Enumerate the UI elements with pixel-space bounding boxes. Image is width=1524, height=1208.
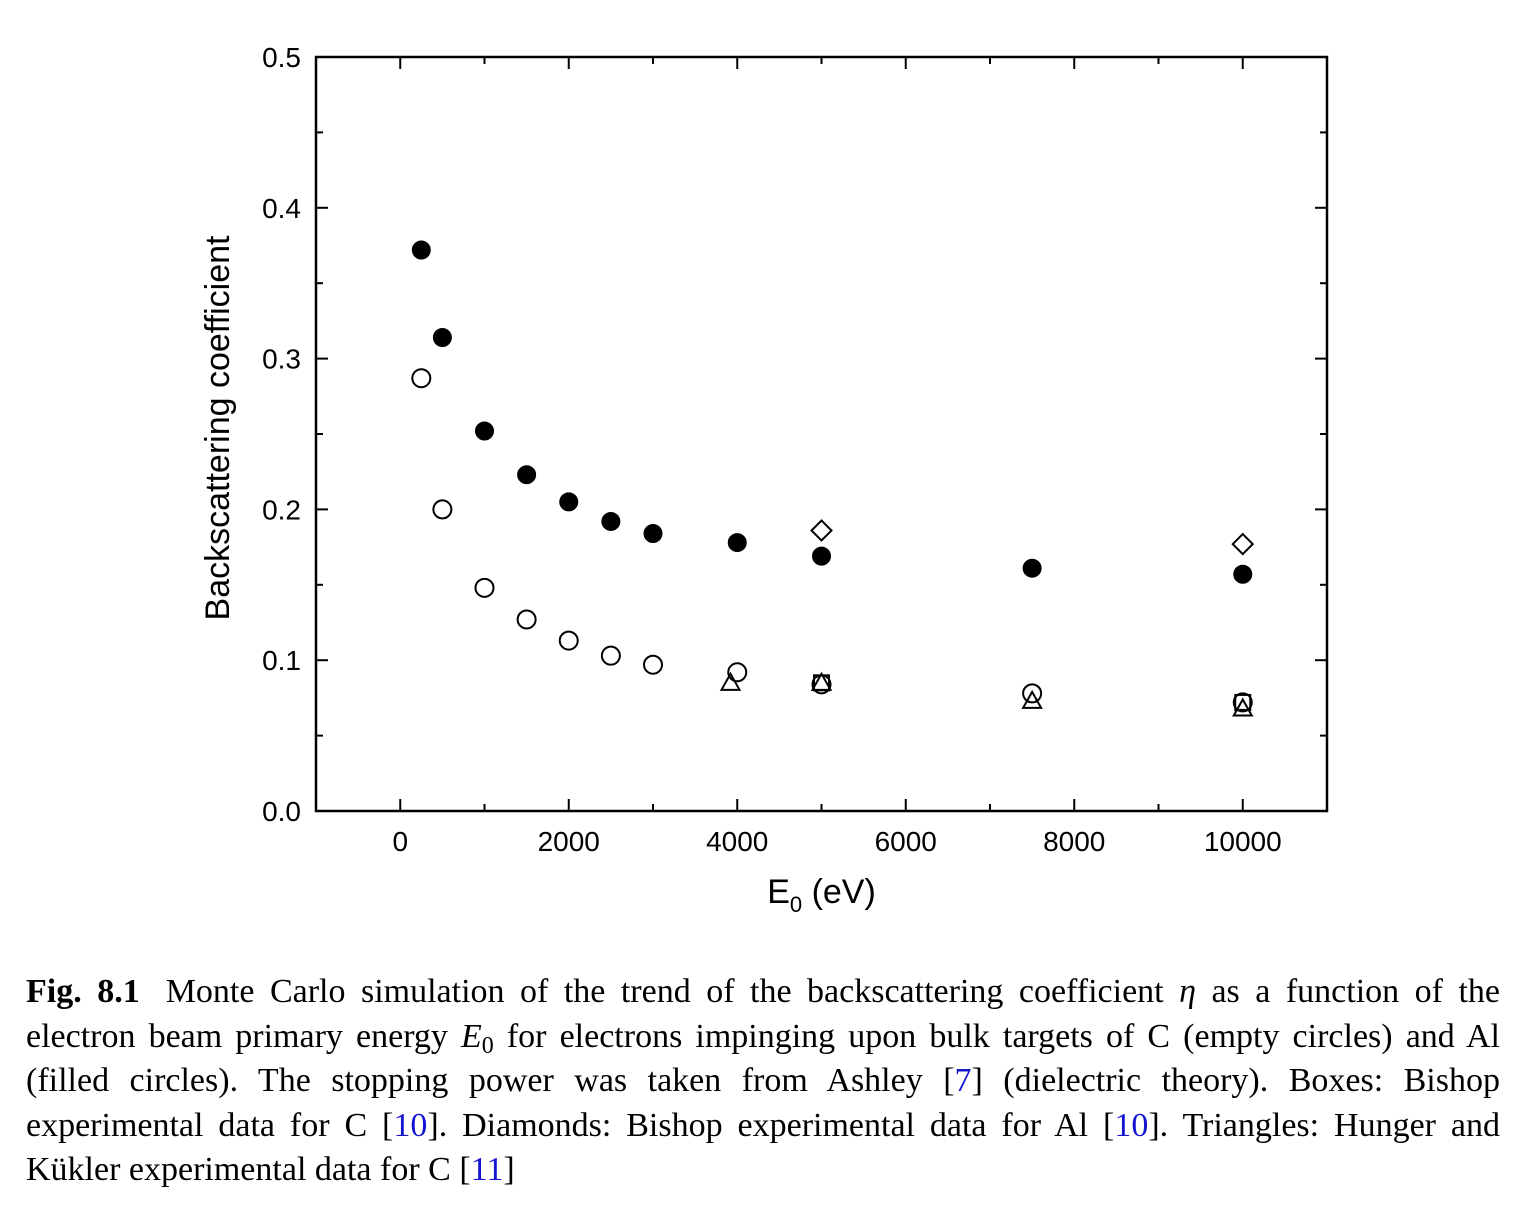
series-open-circle	[411, 368, 1253, 713]
energy-symbol: E	[460, 1017, 482, 1055]
reference-link-7[interactable]: 7	[954, 1062, 972, 1099]
caption-text: ]	[503, 1151, 515, 1188]
data-point	[719, 671, 742, 691]
x-axis-label: E0 (eV)	[767, 873, 876, 917]
caption-text: ]. Triangles: Hunger and Kükler experime…	[26, 1106, 1500, 1189]
data-point	[600, 645, 621, 666]
y-tick-label: 0.2	[262, 494, 301, 525]
caption-text: ]. Diamonds: Bishop experimental data fo…	[427, 1106, 1115, 1144]
data-point	[810, 671, 833, 691]
x-tick-label: 10000	[1204, 826, 1282, 857]
data-point	[1233, 564, 1253, 584]
data-point	[727, 533, 747, 553]
series-open-diamond	[810, 519, 1255, 556]
reference-link-10[interactable]: 10	[1114, 1106, 1149, 1144]
x-tick-label: 6000	[875, 826, 937, 857]
data-point	[1021, 689, 1043, 709]
data-point	[1022, 558, 1042, 578]
data-point	[810, 519, 833, 542]
data-point	[516, 609, 537, 630]
data-point	[601, 511, 621, 531]
data-marks	[411, 240, 1255, 717]
y-tick-label: 0.4	[262, 193, 301, 224]
series-open-triangle	[719, 671, 1254, 717]
caption-text: as a function of the electron beam prima…	[26, 973, 1500, 1055]
data-point	[558, 630, 579, 651]
data-point	[432, 499, 453, 520]
series-filled-circle	[411, 240, 1253, 584]
caption-text: for electrons impinging upon bulk target…	[26, 1017, 1500, 1100]
figure-caption: Fig. 8.1 Monte Carlo simulation of the tr…	[26, 970, 1500, 1193]
data-point	[474, 577, 495, 598]
data-point	[727, 662, 748, 683]
figure-label: Fig. 8.1	[26, 973, 140, 1010]
data-point	[1234, 693, 1252, 711]
data-point	[411, 368, 432, 389]
data-point	[1232, 697, 1254, 717]
caption-text: Monte Carlo simulation of the trend of t…	[165, 973, 1180, 1010]
caption-text: ] (dielectric theory). Boxes: Bishop exp…	[26, 1062, 1500, 1144]
x-tick-label: 8000	[1043, 826, 1105, 857]
data-point	[411, 240, 431, 260]
x-tick-label: 2000	[538, 826, 600, 857]
eta-symbol: η	[1179, 973, 1196, 1010]
tick-labels: 0 2000 4000 6000 8000 10000 0.0 0.1 0.2 0.3 0.4 0.5	[262, 42, 1282, 857]
data-point	[559, 492, 579, 512]
data-point	[643, 524, 663, 544]
y-tick-label: 0.3	[262, 344, 301, 375]
y-tick-label: 0.5	[262, 42, 301, 73]
axis-ticks	[316, 56, 1327, 812]
data-point	[517, 465, 537, 485]
plot-frame	[314, 55, 1329, 813]
y-axis-label: Backscattering coefficient	[199, 235, 237, 620]
x-tick-label: 0	[392, 826, 408, 857]
data-point	[1022, 683, 1043, 704]
chart: 0 2000 4000 6000 8000 10000 0.0 0.1 0.2 0.3 0.4 0.5…	[199, 42, 1329, 917]
y-tick-label: 0.0	[262, 796, 301, 827]
data-point	[475, 421, 494, 441]
data-point	[1232, 692, 1253, 713]
data-point	[432, 327, 452, 347]
y-tick-label: 0.1	[262, 645, 301, 676]
data-point	[643, 654, 663, 675]
energy-subscript: 0	[481, 1032, 494, 1059]
x-tick-label: 4000	[706, 826, 768, 857]
reference-link-11[interactable]: 11	[470, 1151, 504, 1188]
data-point	[812, 546, 831, 566]
reference-link-10[interactable]: 10	[393, 1106, 428, 1144]
data-point	[1231, 532, 1255, 556]
